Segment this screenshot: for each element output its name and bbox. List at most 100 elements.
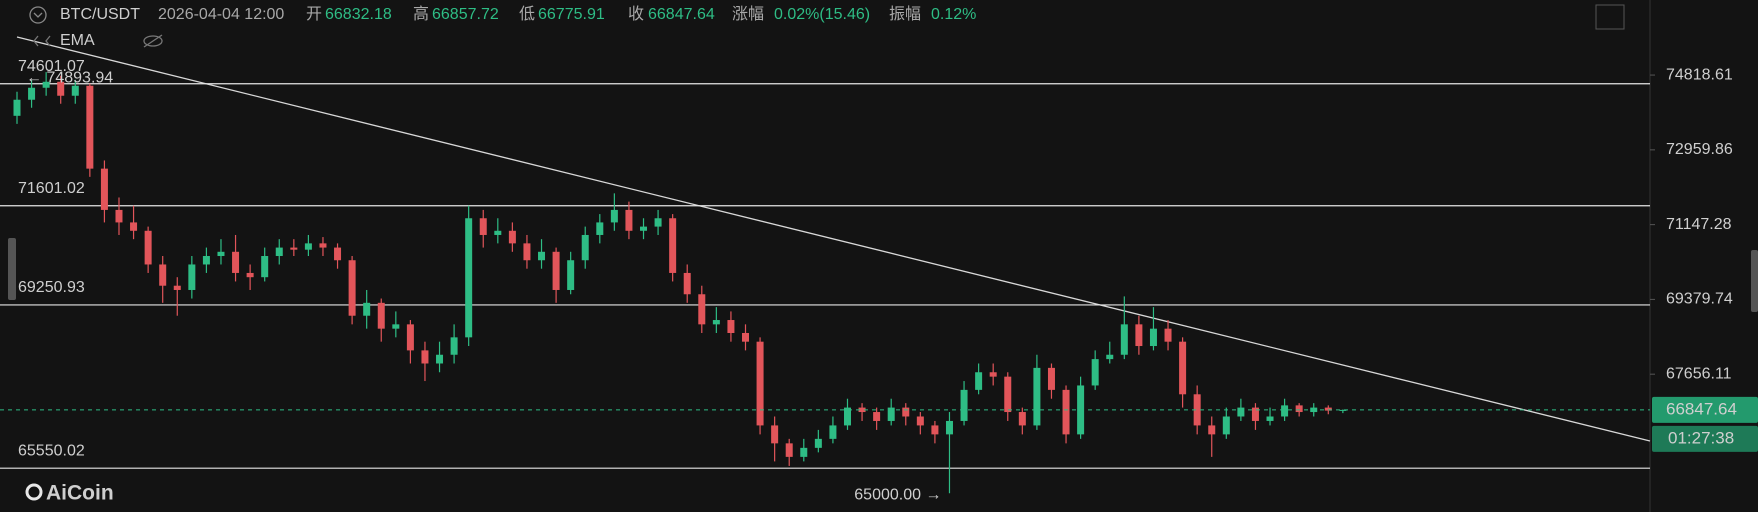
candle-body [902, 407, 910, 417]
amplitude-label: 振幅 [889, 5, 921, 23]
candle-body [1208, 425, 1216, 435]
candle-body [814, 438, 822, 448]
visibility-toggle [143, 34, 163, 48]
level-label: 65550.02 [18, 442, 85, 459]
candle-body [742, 333, 749, 342]
candle-body [1339, 409, 1347, 411]
y-tick-label: 69379.74 [1666, 291, 1733, 308]
candle-body [698, 294, 706, 325]
candle-body [1033, 367, 1041, 426]
candle-body [1251, 407, 1259, 421]
brand-logo [25, 483, 43, 501]
high-marker: ← 74893.94 [26, 69, 113, 86]
candle-body [144, 230, 152, 265]
candle-body [115, 209, 123, 223]
candle-body [596, 222, 604, 235]
collapse-icon[interactable] [29, 6, 47, 24]
candle-body [304, 243, 312, 250]
candle-body [1237, 407, 1245, 417]
candle-body [567, 260, 575, 290]
field-label: 收 [628, 5, 644, 23]
candle-body [319, 243, 327, 248]
candle-body [975, 372, 983, 390]
candle-body [173, 285, 181, 290]
candle-body [188, 264, 196, 290]
candle-body [1106, 354, 1114, 360]
side-tab[interactable] [8, 238, 16, 300]
y-tick-label: 71147.28 [1666, 216, 1732, 233]
high-value: 66857.72 [432, 6, 499, 23]
candle-body [945, 420, 953, 435]
candle-body [71, 85, 79, 96]
side-tab[interactable] [1751, 250, 1758, 312]
candle-body [508, 230, 516, 244]
candle-body [887, 407, 895, 421]
trendline [16, 36, 1651, 442]
low-value: 66775.91 [538, 6, 605, 23]
open-value: 66832.18 [325, 6, 392, 23]
layout-button[interactable] [1595, 4, 1625, 30]
change-value: 0.02%(15.46) [774, 6, 870, 23]
y-tick-label: 67656.11 [1666, 365, 1732, 382]
candle-body [1047, 367, 1055, 390]
candle-body [1324, 407, 1332, 411]
candle-body [246, 272, 254, 278]
candle-body [406, 324, 414, 351]
candle-body [13, 99, 21, 116]
candle-body [28, 87, 36, 100]
candle-body [465, 218, 473, 338]
candle-body [450, 337, 458, 355]
candle-body [829, 425, 837, 439]
change-label: 涨幅 [732, 5, 764, 23]
y-tick-label: 72959.86 [1666, 141, 1733, 158]
candle-body [1281, 405, 1289, 417]
last-price-label: 66847.64 [1666, 399, 1737, 418]
candle-body [552, 251, 560, 290]
y-tick-label: 74818.61 [1666, 66, 1733, 83]
countdown: 01:27:38 [1668, 428, 1734, 447]
field-label: 低 [519, 5, 535, 23]
candle-body [1149, 328, 1157, 347]
level-label: 69250.93 [18, 279, 85, 296]
time: 2026-04-04 12:00 [158, 6, 284, 23]
candle-body [479, 218, 487, 235]
low-marker: 65000.00 → [854, 486, 941, 503]
candle-body [727, 320, 735, 334]
visibility-toggle[interactable] [143, 35, 163, 47]
indicator-icon [33, 35, 51, 47]
field-label: 高 [413, 5, 429, 23]
candle-body [494, 230, 502, 235]
candle-body [916, 416, 924, 426]
countdown-box [1652, 425, 1758, 452]
candle-body [800, 447, 808, 457]
candle-body [348, 260, 356, 316]
candle-body [625, 209, 633, 231]
candle-body [1266, 416, 1274, 421]
candle-body [640, 226, 648, 231]
candle-body [654, 218, 662, 227]
candle-body [1179, 341, 1187, 395]
candle-body [931, 425, 939, 435]
candle-body [1062, 389, 1070, 435]
candle-body [683, 272, 691, 295]
candle-body [275, 247, 283, 257]
close-value: 66847.64 [648, 6, 715, 23]
candle-body [989, 372, 997, 377]
candle-body [1018, 412, 1026, 426]
candle-body [669, 218, 677, 273]
candle-body [334, 247, 342, 261]
level-label: 71601.02 [18, 180, 85, 197]
candle-body [843, 407, 851, 426]
candle-body [261, 256, 269, 278]
candle-body [712, 320, 720, 325]
candle-body [771, 425, 779, 444]
level-label: 74601.07 [18, 58, 85, 75]
candle-body [1222, 416, 1230, 435]
candle-body [1120, 324, 1128, 355]
candle-body [538, 251, 546, 261]
candle-body [1135, 324, 1143, 347]
candle-body [57, 81, 65, 96]
candle-body [436, 354, 444, 364]
candle-body [232, 251, 240, 273]
